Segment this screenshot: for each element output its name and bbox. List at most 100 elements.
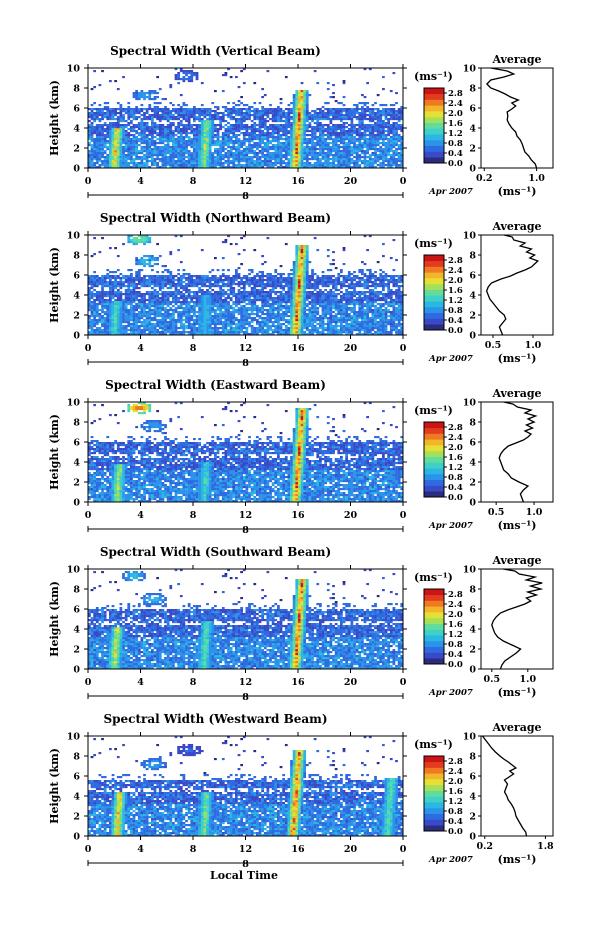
profile-y-tick-label: 6	[469, 104, 476, 115]
profile-x-tick-label: 0.5	[485, 340, 502, 351]
y-axis: 0 2 4 6 8 10	[67, 732, 407, 843]
y-tick-label: 8	[73, 418, 80, 429]
x-tick-label: 4	[137, 343, 144, 354]
x-tick-label: 12	[239, 844, 252, 855]
profile-y-tick-label: 6	[469, 605, 476, 616]
average-profile: Average 0 2 4 6 8 10 0.2 1.8(ms⁻¹)	[463, 721, 554, 866]
profile-title: Average	[491, 220, 541, 233]
day-label: 8	[242, 191, 249, 202]
colorbar-tick-label: 2.8	[448, 89, 463, 99]
y-tick-label: 6	[73, 271, 80, 282]
x-tick-label: 0	[85, 677, 92, 688]
date-label: Apr 2007	[428, 855, 473, 865]
x-tick-label: 0	[400, 176, 407, 187]
panel-1: Spectral Width (Vertical Beam) 0 2 4 6 8 10 Hei…	[48, 44, 554, 202]
profile-line	[481, 735, 528, 837]
colorbar-tick-label: 0.4	[448, 817, 463, 827]
profile-y-tick-label: 10	[463, 565, 477, 576]
day-label: 8	[242, 358, 249, 369]
x-tick-label: 16	[291, 844, 305, 855]
profile-y-tick-label: 4	[469, 124, 476, 135]
heatmap	[88, 736, 404, 837]
panel-title: Spectral Width (Eastward Beam)	[105, 378, 326, 392]
profile-x-tick-label: 1.0	[525, 340, 542, 351]
profile-title: Average	[491, 53, 541, 66]
profile-y-tick-label: 10	[463, 64, 477, 75]
y-tick-label: 10	[67, 732, 81, 743]
profile-frame	[480, 568, 554, 670]
profile-line	[485, 67, 538, 169]
colorbar-tick-label: 1.6	[448, 620, 463, 630]
x-tick-label: 0	[400, 343, 407, 354]
x-tick-label: 12	[239, 176, 252, 187]
y-tick-label: 10	[67, 64, 81, 75]
y-tick-label: 10	[67, 398, 81, 409]
profile-unit: (ms⁻¹)	[498, 853, 537, 866]
y-axis: 0 2 4 6 8 10	[67, 231, 407, 342]
y-tick-label: 6	[73, 772, 80, 783]
profile-y-tick-label: 0	[469, 665, 476, 676]
profile-title: Average	[491, 721, 541, 734]
y-tick-label: 4	[73, 792, 80, 803]
profile-y-tick-label: 8	[469, 418, 476, 429]
colorbar-tick-label: 2.0	[448, 109, 463, 119]
profile-y-tick-label: 4	[469, 291, 476, 302]
y-axis-label: Height (km)	[48, 80, 61, 156]
x-tick-label: 16	[291, 510, 305, 521]
colorbar: 0.00.40.81.21.62.02.42.8	[423, 421, 463, 503]
x-tick-label: 12	[239, 343, 252, 354]
profile-y-tick-label: 4	[469, 625, 476, 636]
colorbar-tick-label: 2.4	[448, 767, 463, 777]
profile-frame	[480, 234, 554, 336]
y-axis: 0 2 4 6 8 10	[67, 565, 407, 676]
heatmap	[88, 235, 404, 336]
x-tick-label: 20	[344, 510, 358, 521]
colorbar-tick-label: 2.4	[448, 99, 463, 109]
colorbar-tick-label: 2.8	[448, 423, 463, 433]
profile-y-tick-label: 10	[463, 398, 477, 409]
colorbar-tick-label: 1.2	[448, 797, 463, 807]
colorbar: 0.00.40.81.21.62.02.42.8	[423, 87, 463, 169]
profile-x-tick-label: 0.2	[477, 841, 494, 852]
profile-frame	[480, 67, 554, 169]
profile-y-tick-label: 0	[469, 331, 476, 342]
profile-y-tick-label: 4	[469, 792, 476, 803]
x-tick-label: 16	[291, 343, 305, 354]
profile-unit: (ms⁻¹)	[498, 352, 537, 365]
colorbar-frame	[423, 87, 445, 164]
x-tick-label: 8	[190, 343, 197, 354]
panel-3: Spectral Width (Eastward Beam) 0 2 4 6 8 10 Hei…	[48, 378, 554, 536]
y-axis: 0 2 4 6 8 10	[67, 398, 407, 509]
profile-y-tick-label: 0	[469, 498, 476, 509]
x-axis: 0 4 8 12 16 20 0	[85, 565, 407, 688]
colorbar-tick-label: 2.8	[448, 757, 463, 767]
x-tick-label: 20	[344, 677, 358, 688]
x-tick-label: 0	[85, 343, 92, 354]
profile-y-tick-label: 0	[469, 164, 476, 175]
colorbar-tick-label: 0.0	[448, 493, 463, 503]
profile-y-tick-label: 2	[469, 311, 476, 322]
colorbar-tick-label: 2.0	[448, 276, 463, 286]
y-axis-label: Height (km)	[48, 581, 61, 657]
panel-title: Spectral Width (Westward Beam)	[103, 712, 327, 726]
profile-y-tick-label: 10	[463, 732, 477, 743]
colorbar-tick-label: 0.4	[448, 149, 463, 159]
y-tick-label: 4	[73, 291, 80, 302]
colorbar-tick-label: 0.0	[448, 660, 463, 670]
y-tick-label: 0	[73, 164, 80, 175]
profile-line	[491, 568, 544, 670]
colorbar-tick-label: 0.0	[448, 827, 463, 837]
date-label: Apr 2007	[428, 354, 473, 364]
x-tick-label: 8	[190, 510, 197, 521]
x-tick-label: 20	[344, 844, 358, 855]
profile-unit: (ms⁻¹)	[498, 185, 537, 198]
colorbar-unit: (ms⁻¹)	[414, 571, 453, 584]
heatmap	[88, 569, 404, 670]
colorbar-frame	[423, 421, 445, 498]
x-axis: 0 4 8 12 16 20 0	[85, 732, 407, 855]
x-tick-label: 0	[400, 510, 407, 521]
panel-5: Spectral Width (Westward Beam) 0 2 4 6 8 10 Hei…	[48, 712, 554, 870]
x-tick-label: 12	[239, 510, 252, 521]
x-tick-label: 4	[137, 677, 144, 688]
average-profile: Average 0 2 4 6 8 10 0.5 1.0(ms⁻¹)	[463, 554, 554, 699]
